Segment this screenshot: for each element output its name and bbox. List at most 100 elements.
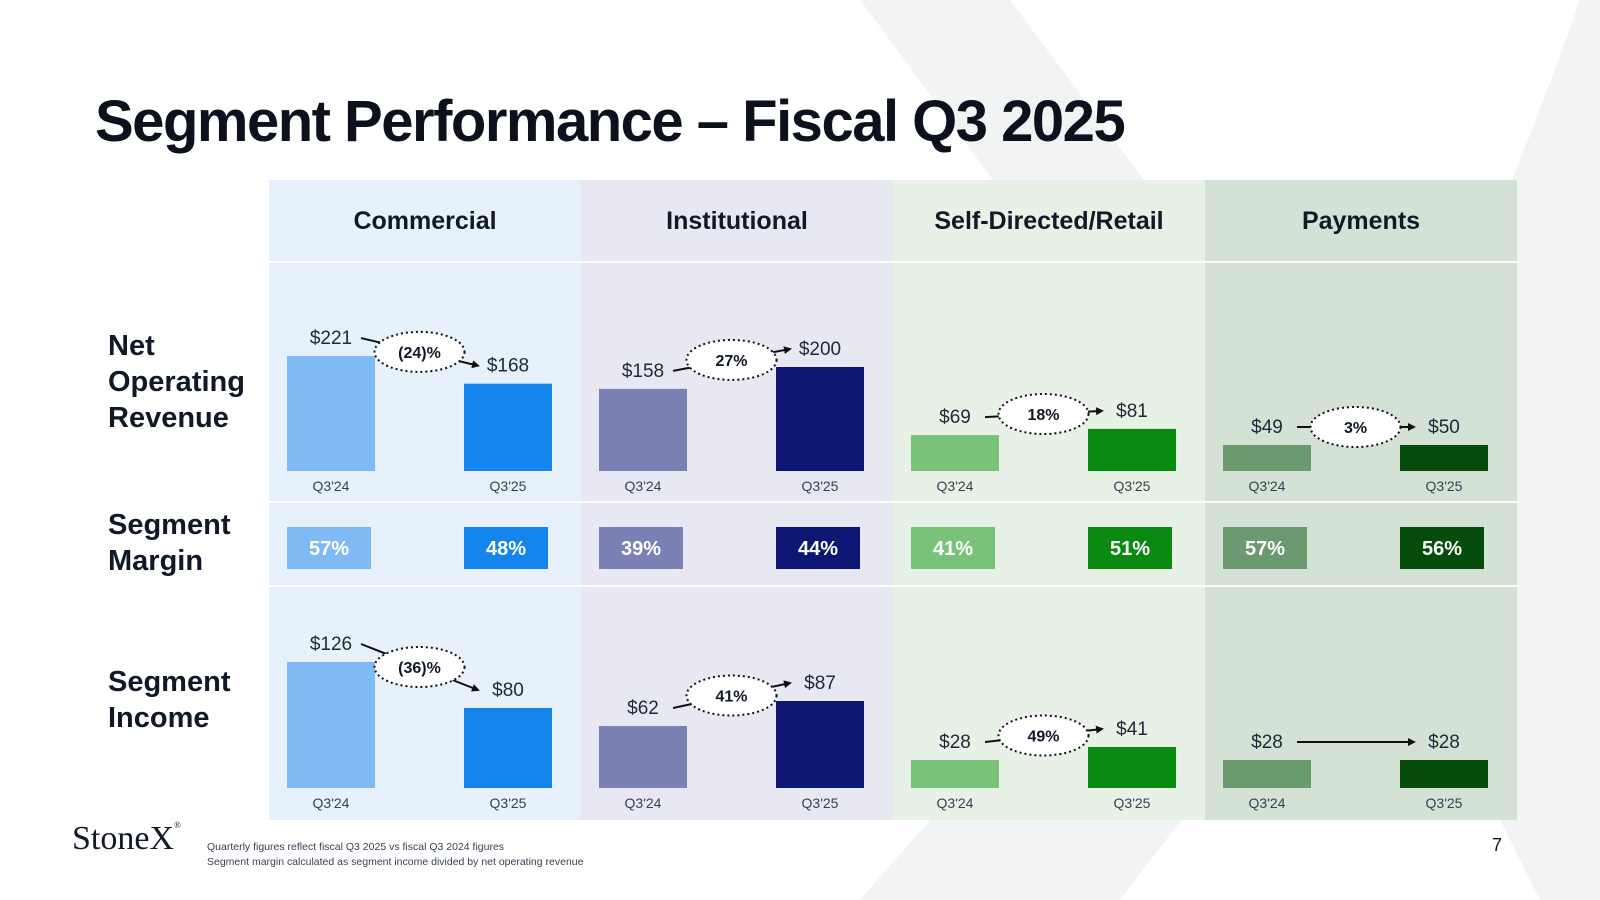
income-bar-current bbox=[464, 708, 552, 788]
income-bar-current bbox=[1400, 760, 1488, 788]
period-label-current: Q3'25 bbox=[1426, 478, 1463, 494]
period-label-prior: Q3'24 bbox=[625, 795, 662, 811]
value-label-prior: $62 bbox=[627, 698, 659, 719]
margin-badge-current bbox=[1088, 527, 1172, 569]
margin-badge-current bbox=[776, 527, 860, 569]
change-percentage: (36)% bbox=[398, 660, 441, 677]
margin-value-prior: 41% bbox=[933, 538, 973, 560]
income-bar-prior bbox=[287, 662, 375, 788]
period-label-prior: Q3'24 bbox=[313, 795, 350, 811]
change-percentage: (24)% bbox=[398, 345, 441, 362]
row-label-line: Segment bbox=[108, 509, 231, 541]
revenue-bar-current bbox=[776, 367, 864, 471]
logo-text: StoneX bbox=[72, 820, 174, 857]
value-label-current: $81 bbox=[1116, 401, 1148, 422]
margin-value-current: 56% bbox=[1422, 538, 1462, 560]
row-divider-margin bbox=[269, 585, 1517, 587]
margin-badge-prior bbox=[1223, 527, 1307, 569]
value-label-prior: $28 bbox=[1251, 732, 1283, 753]
margin-value-prior: 57% bbox=[309, 538, 349, 560]
change-percentage: 49% bbox=[1027, 729, 1059, 746]
row-divider-header bbox=[269, 261, 1517, 263]
revenue-bar-current bbox=[1400, 445, 1488, 471]
period-label-prior: Q3'24 bbox=[937, 478, 974, 494]
change-percentage: 41% bbox=[715, 689, 747, 706]
period-label-prior: Q3'24 bbox=[625, 478, 662, 494]
row-divider-revenue bbox=[269, 501, 1517, 503]
margin-badge-prior bbox=[599, 527, 683, 569]
period-label-current: Q3'25 bbox=[1426, 795, 1463, 811]
segment-header-institutional: Institutional bbox=[666, 206, 808, 235]
row-label-line: Income bbox=[108, 702, 210, 734]
period-label-prior: Q3'24 bbox=[937, 795, 974, 811]
income-bar-current bbox=[776, 701, 864, 788]
segment-header-payments: Payments bbox=[1301, 206, 1421, 235]
change-percentage: 27% bbox=[715, 353, 747, 370]
stonex-logo: StoneX® bbox=[72, 820, 181, 858]
period-label-current: Q3'25 bbox=[1114, 478, 1151, 494]
value-label-current: $28 bbox=[1428, 732, 1460, 753]
value-label-current: $41 bbox=[1116, 719, 1148, 740]
income-bar-prior bbox=[911, 760, 999, 788]
revenue-bar-current bbox=[464, 383, 552, 471]
payments-column-background bbox=[1205, 180, 1517, 820]
value-label-prior: $28 bbox=[939, 732, 971, 753]
margin-value-prior: 39% bbox=[621, 538, 661, 560]
revenue-bar-prior bbox=[911, 435, 999, 471]
period-label-current: Q3'25 bbox=[490, 795, 527, 811]
margin-value-prior: 57% bbox=[1245, 538, 1285, 560]
value-label-prior: $158 bbox=[622, 361, 664, 382]
row-label-line: Revenue bbox=[108, 402, 229, 434]
value-label-current: $200 bbox=[799, 339, 841, 360]
margin-badge-current bbox=[1400, 527, 1484, 569]
margin-badge-prior bbox=[287, 527, 371, 569]
change-bubble bbox=[373, 330, 466, 373]
change-percentage: 3% bbox=[1344, 420, 1367, 437]
row-label-net-operating-revenue: Net Operating Revenue bbox=[108, 328, 268, 436]
value-label-current: $168 bbox=[487, 356, 529, 377]
period-label-current: Q3'25 bbox=[490, 478, 527, 494]
segment-header-retail: Self-Directed/Retail bbox=[934, 206, 1164, 235]
change-bubble bbox=[373, 646, 466, 688]
footnote-2: Segment margin calculated as segment inc… bbox=[207, 856, 584, 868]
margin-badge-prior bbox=[911, 527, 995, 569]
row-label-line: Margin bbox=[108, 545, 204, 577]
margin-value-current: 51% bbox=[1110, 538, 1150, 560]
margin-value-current: 48% bbox=[486, 538, 526, 560]
period-label-current: Q3'25 bbox=[802, 795, 839, 811]
value-label-prior: $221 bbox=[310, 328, 352, 349]
margin-value-current: 44% bbox=[798, 538, 838, 560]
income-bar-prior bbox=[1223, 760, 1311, 788]
margin-badge-current bbox=[464, 527, 548, 569]
period-label-current: Q3'25 bbox=[802, 478, 839, 494]
page-title: Segment Performance – Fiscal Q3 2025 bbox=[95, 89, 1126, 154]
change-bubble bbox=[1309, 406, 1402, 448]
revenue-bar-prior bbox=[287, 356, 375, 471]
value-label-prior: $126 bbox=[310, 634, 352, 655]
change-bubble bbox=[685, 338, 778, 381]
value-label-current: $80 bbox=[492, 680, 524, 701]
logo-registered-mark: ® bbox=[174, 820, 181, 830]
period-label-current: Q3'25 bbox=[1114, 795, 1151, 811]
value-label-current: $50 bbox=[1428, 417, 1460, 438]
revenue-bar-prior bbox=[599, 388, 687, 471]
value-label-current: $87 bbox=[804, 673, 836, 694]
segment-header-commercial: Commercial bbox=[353, 206, 497, 235]
row-label-line: Operating bbox=[108, 366, 245, 398]
row-label-line: Net bbox=[108, 330, 155, 362]
row-label-segment-income: Segment Income bbox=[108, 664, 268, 736]
value-label-prior: $69 bbox=[939, 407, 971, 428]
period-label-prior: Q3'24 bbox=[313, 478, 350, 494]
change-bubble bbox=[685, 674, 778, 717]
page-number: 7 bbox=[1492, 835, 1503, 855]
income-bar-current bbox=[1088, 747, 1176, 788]
revenue-bar-prior bbox=[1223, 445, 1311, 471]
income-bar-prior bbox=[599, 726, 687, 788]
row-label-segment-margin: Segment Margin bbox=[108, 507, 268, 579]
revenue-bar-current bbox=[1088, 428, 1176, 471]
change-bubble bbox=[997, 714, 1090, 757]
row-label-line: Segment bbox=[108, 666, 231, 698]
period-label-prior: Q3'24 bbox=[1249, 478, 1286, 494]
change-percentage: 18% bbox=[1027, 407, 1059, 424]
